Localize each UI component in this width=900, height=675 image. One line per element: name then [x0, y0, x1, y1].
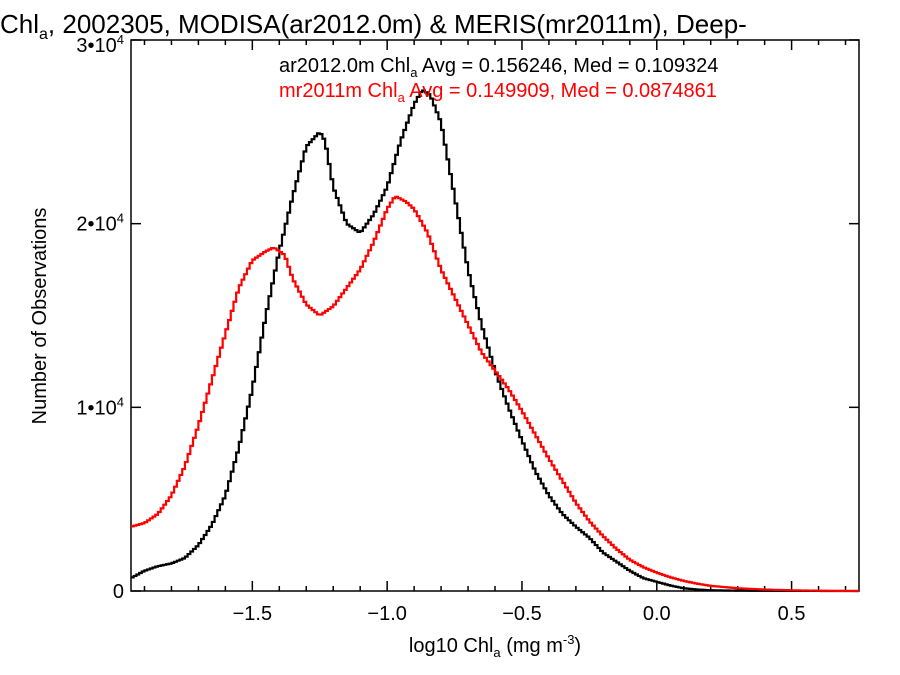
series-meris-line [131, 195, 859, 593]
annotation-modis-pre: ar2012.0m Chl [279, 55, 410, 77]
series-modis-line [131, 89, 859, 593]
chart-title: Chla, 2002305, MODISA(ar2012.0m) & MERIS… [0, 9, 747, 43]
series-layer [131, 89, 859, 593]
x-axis-ticks: −1.5 −1.0 −0.5 0.0 0.5 [143, 40, 847, 625]
chart-title-subscript: a [39, 26, 48, 43]
annotation-meris-post: Avg = 0.149909, Med = 0.0874861 [405, 80, 717, 102]
y-tick-label: 3•104 [76, 32, 124, 57]
y-tick-label-base: 3•10 [76, 35, 116, 57]
x-axis-label-pre: log10 Chl [409, 635, 494, 657]
x-axis-label-end: ) [574, 635, 581, 657]
annotation-meris-sub: a [398, 90, 406, 105]
x-axis-label-sub: a [493, 645, 501, 660]
y-tick-label-base: 2•10 [76, 214, 116, 236]
y-tick-label: 0 [113, 581, 124, 603]
annotation-meris-pre: mr2011m Chl [279, 80, 398, 102]
annotation-modis: ar2012.0m Chla Avg = 0.156246, Med = 0.1… [279, 55, 718, 80]
y-axis-label: Number of Observations [29, 208, 51, 425]
chart-title-rest: , 2002305, MODISA(ar2012.0m) & MERIS(mr2… [48, 9, 747, 39]
x-tick-label: −1.0 [367, 603, 406, 625]
x-tick-label: −1.5 [233, 603, 272, 625]
x-tick-label: 0.5 [778, 603, 806, 625]
x-axis-label: log10 Chla (mg m-3) [409, 632, 581, 660]
y-tick-label-exponent: 4 [117, 394, 124, 409]
y-tick-label: 2•104 [76, 211, 124, 236]
annotation-modis-sub: a [410, 65, 418, 80]
annotation-modis-post: Avg = 0.156246, Med = 0.109324 [417, 55, 718, 77]
chart-title-main: Chl [0, 9, 39, 39]
y-tick-label: 1•104 [76, 394, 124, 419]
y-tick-label-base: 1•10 [76, 397, 116, 419]
y-tick-label-base: 0 [113, 581, 124, 603]
y-tick-label-exponent: 4 [117, 211, 124, 226]
annotation-meris: mr2011m Chla Avg = 0.149909, Med = 0.087… [279, 80, 717, 105]
x-axis-label-post: (mg m [501, 635, 563, 657]
x-tick-label: −0.5 [502, 603, 541, 625]
y-tick-label-exponent: 4 [117, 32, 124, 47]
plot-frame [130, 39, 860, 592]
x-tick-label: 0.0 [643, 603, 671, 625]
x-axis-label-sup: -3 [563, 632, 575, 647]
